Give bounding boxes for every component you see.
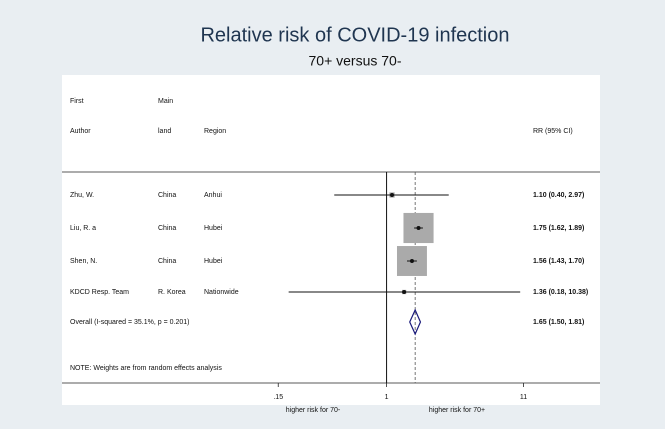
chart-title: Relative risk of COVID-19 infection bbox=[200, 24, 509, 46]
rr-label: 1.75 (1.62, 1.89) bbox=[533, 225, 584, 232]
land: China bbox=[158, 225, 176, 232]
header: Region bbox=[204, 128, 226, 135]
x-tick-label: 11 bbox=[520, 394, 527, 401]
x-label: higher risk for 70- bbox=[286, 407, 341, 414]
header: Main bbox=[158, 98, 173, 105]
header: First bbox=[70, 98, 84, 105]
region: Anhui bbox=[204, 192, 222, 199]
point bbox=[409, 259, 414, 263]
author: KDCD Resp. Team bbox=[70, 289, 129, 296]
land: R. Korea bbox=[158, 289, 186, 296]
x-tick-label: 1 bbox=[385, 394, 389, 401]
region: Hubei bbox=[204, 225, 223, 232]
rr-label: 1.10 (0.40, 2.97) bbox=[533, 192, 584, 199]
header: land bbox=[158, 128, 171, 135]
header: Author bbox=[70, 128, 91, 135]
plot-panel bbox=[62, 75, 600, 405]
overall-label: Overall (I-squared = 35.1%, p = 0.201) bbox=[70, 319, 189, 326]
rr-label: 1.56 (1.43, 1.70) bbox=[533, 258, 584, 265]
overall-diamond bbox=[409, 308, 422, 336]
author: Liu, R. a bbox=[70, 225, 96, 232]
header: RR (95% CI) bbox=[533, 128, 573, 135]
x-tick-label: .15 bbox=[273, 394, 283, 401]
region: Nationwide bbox=[204, 289, 239, 296]
chart-subtitle: 70+ versus 70- bbox=[309, 53, 402, 69]
region: Hubei bbox=[204, 258, 223, 265]
land: China bbox=[158, 258, 176, 265]
overall-rr-label: 1.65 (1.50, 1.81) bbox=[533, 319, 584, 326]
x-label: higher risk for 70+ bbox=[429, 407, 485, 414]
note: NOTE: Weights are from random effects an… bbox=[70, 365, 222, 372]
point bbox=[416, 226, 421, 230]
author: Shen, N. bbox=[70, 258, 97, 265]
rr-label: 1.36 (0.18, 10.38) bbox=[533, 289, 588, 296]
point bbox=[402, 290, 407, 294]
land: China bbox=[158, 192, 176, 199]
author: Zhu, W. bbox=[70, 192, 94, 199]
point bbox=[390, 193, 395, 197]
